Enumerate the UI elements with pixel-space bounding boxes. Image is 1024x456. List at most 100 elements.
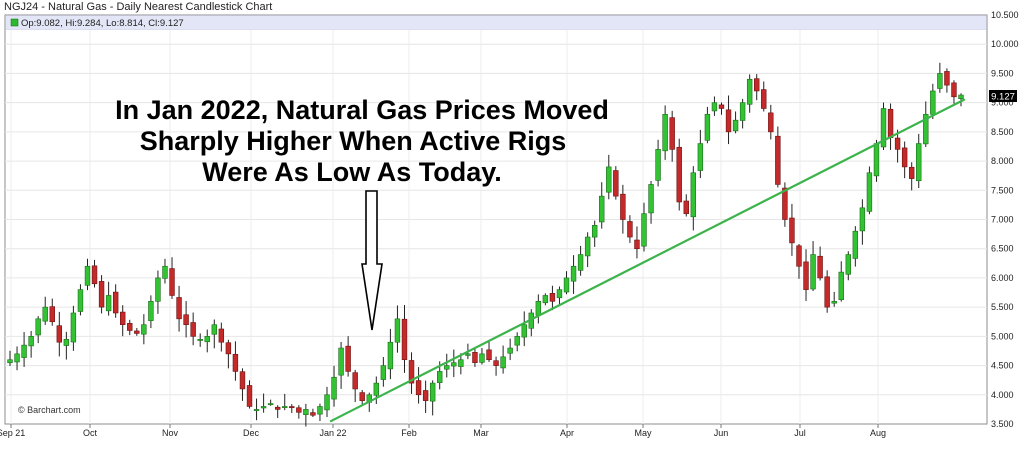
candle-body bbox=[704, 114, 711, 141]
x-tick-label: Sep 21 bbox=[0, 428, 25, 438]
annotation-line-2: Sharply Higher When Active Rigs bbox=[140, 126, 567, 156]
candle bbox=[21, 332, 27, 367]
candle bbox=[387, 328, 394, 380]
candle bbox=[401, 305, 408, 373]
candle-body bbox=[556, 289, 563, 299]
candle-body bbox=[725, 109, 732, 133]
candle bbox=[958, 93, 964, 107]
candle bbox=[472, 348, 478, 367]
candle-body bbox=[394, 318, 401, 343]
candle bbox=[901, 141, 908, 179]
candle-body bbox=[746, 78, 753, 105]
candle-body bbox=[761, 89, 767, 109]
candle-body bbox=[796, 245, 802, 267]
candle-body bbox=[155, 277, 161, 302]
candle bbox=[296, 405, 302, 419]
candle-body bbox=[880, 108, 887, 148]
candle bbox=[218, 322, 225, 352]
candle-body bbox=[894, 137, 901, 150]
candle-body bbox=[493, 360, 499, 366]
candle-body bbox=[253, 409, 260, 411]
candle bbox=[345, 336, 351, 377]
candle bbox=[267, 399, 274, 406]
candle-body bbox=[584, 236, 591, 257]
candle-body bbox=[803, 261, 809, 290]
candle-body bbox=[77, 289, 84, 312]
candle-body bbox=[620, 193, 626, 220]
candle bbox=[134, 328, 140, 336]
candle-body bbox=[7, 359, 13, 364]
candle bbox=[789, 203, 795, 256]
y-tick-label: 5.500 bbox=[991, 302, 1014, 312]
candle-body bbox=[472, 352, 478, 363]
candle-body bbox=[563, 277, 570, 293]
candle bbox=[866, 166, 873, 215]
candle-body bbox=[866, 172, 873, 212]
candle-body bbox=[148, 300, 154, 321]
x-tick-label: Apr bbox=[560, 428, 574, 438]
candle bbox=[655, 139, 661, 187]
candle bbox=[105, 281, 112, 316]
candle-body bbox=[429, 382, 436, 402]
candle-body bbox=[352, 372, 358, 390]
candle bbox=[711, 96, 718, 116]
candle bbox=[613, 166, 619, 200]
candle bbox=[894, 129, 901, 163]
candle bbox=[317, 403, 323, 422]
candle-body bbox=[458, 359, 464, 367]
y-tick-label: 8.500 bbox=[991, 127, 1014, 137]
candle bbox=[831, 291, 837, 307]
candle-body bbox=[345, 345, 351, 372]
candle-body bbox=[415, 380, 422, 396]
candle bbox=[176, 285, 182, 332]
candle-body bbox=[49, 306, 55, 323]
candle-body bbox=[141, 324, 147, 335]
candle bbox=[641, 202, 647, 252]
candle-body bbox=[789, 217, 795, 244]
candle-body bbox=[613, 170, 619, 197]
candle-body bbox=[169, 268, 175, 296]
candle bbox=[507, 338, 513, 361]
candle-body bbox=[317, 406, 323, 415]
ohlc-legend-band bbox=[5, 15, 987, 30]
x-tick-label: Dec bbox=[243, 428, 260, 438]
candle bbox=[204, 329, 210, 353]
candle bbox=[648, 180, 654, 224]
candle bbox=[310, 408, 316, 418]
candle bbox=[620, 184, 626, 234]
candle-body bbox=[28, 336, 34, 347]
candle bbox=[451, 349, 457, 378]
candle bbox=[556, 286, 563, 305]
x-tick-label: Nov bbox=[162, 428, 179, 438]
candle bbox=[796, 243, 802, 279]
candle bbox=[112, 284, 119, 318]
candle-body bbox=[768, 112, 774, 133]
candle-body bbox=[331, 376, 337, 400]
candle-body bbox=[56, 325, 63, 343]
candle bbox=[852, 226, 859, 267]
candle-body bbox=[845, 254, 851, 275]
candle-body bbox=[267, 403, 274, 406]
candle bbox=[591, 220, 598, 247]
candle-body bbox=[127, 323, 133, 331]
candle bbox=[7, 350, 13, 366]
candle-body bbox=[606, 166, 612, 193]
y-tick-label: 10.500 bbox=[991, 10, 1019, 20]
candle bbox=[951, 80, 957, 104]
candle-body bbox=[662, 114, 668, 152]
candle-body bbox=[204, 336, 210, 343]
candle bbox=[514, 332, 520, 352]
candle bbox=[148, 295, 154, 329]
candle bbox=[35, 316, 41, 344]
y-tick-label: 10.000 bbox=[991, 39, 1019, 49]
x-tick-label: Aug bbox=[870, 428, 886, 438]
candle-body bbox=[754, 78, 760, 92]
candle bbox=[444, 353, 450, 378]
candle-body bbox=[239, 371, 246, 390]
candle bbox=[944, 68, 950, 93]
candle bbox=[486, 341, 492, 362]
candle bbox=[669, 110, 675, 162]
candle-body bbox=[162, 265, 168, 279]
candle-body bbox=[817, 255, 823, 279]
